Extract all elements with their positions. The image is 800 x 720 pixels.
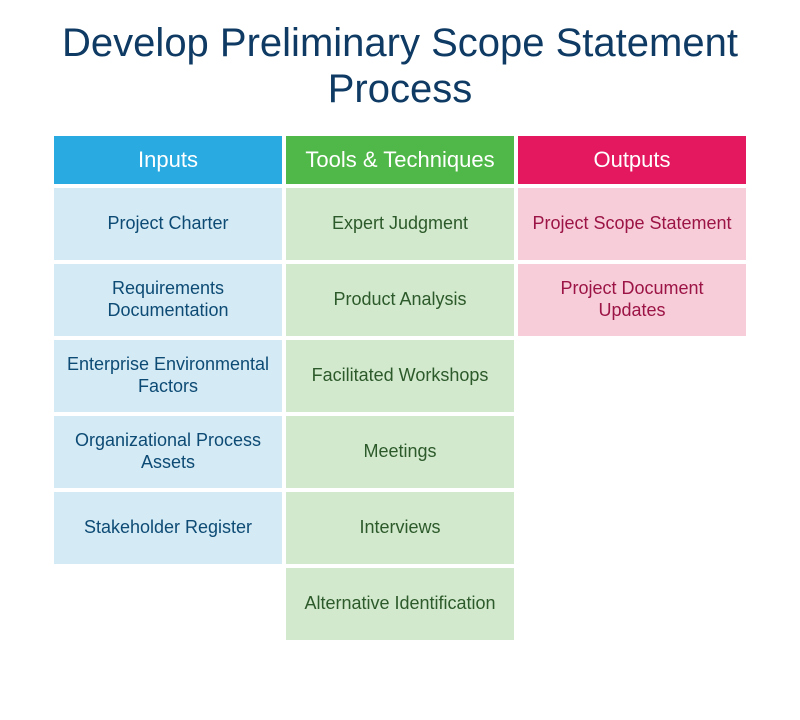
cell-tools-0: Expert Judgment [286, 188, 514, 260]
cell-inputs-0: Project Charter [54, 188, 282, 260]
header-inputs: Inputs [54, 136, 282, 184]
cell-tools-2: Facilitated Workshops [286, 340, 514, 412]
cell-tools-1: Product Analysis [286, 264, 514, 336]
cell-inputs-4: Stakeholder Register [54, 492, 282, 564]
cell-outputs-0: Project Scope Statement [518, 188, 746, 260]
cell-tools-3: Meetings [286, 416, 514, 488]
process-table: Inputs Project Charter Requirements Docu… [40, 136, 760, 640]
header-outputs: Outputs [518, 136, 746, 184]
cell-inputs-2: Enterprise Environmental Factors [54, 340, 282, 412]
cell-tools-4: Interviews [286, 492, 514, 564]
page-title: Develop Preliminary Scope Statement Proc… [40, 20, 760, 112]
header-tools: Tools & Techniques [286, 136, 514, 184]
cell-inputs-1: Requirements Documentation [54, 264, 282, 336]
column-tools: Tools & Techniques Expert Judgment Produ… [286, 136, 514, 640]
cell-outputs-1: Project Document Updates [518, 264, 746, 336]
cell-tools-5: Alternative Identification [286, 568, 514, 640]
cell-inputs-3: Organizational Process Assets [54, 416, 282, 488]
column-outputs: Outputs Project Scope Statement Project … [518, 136, 746, 640]
column-inputs: Inputs Project Charter Requirements Docu… [54, 136, 282, 640]
